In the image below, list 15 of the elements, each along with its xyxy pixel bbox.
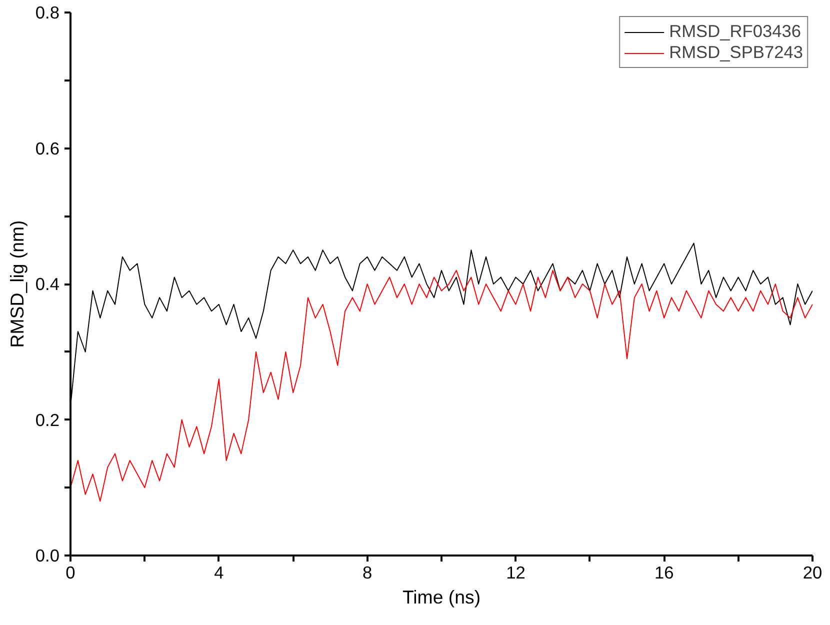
x-tick-label: 8 [362,562,372,582]
y-tick-label: 0.6 [35,138,60,158]
legend-label: RMSD_SPB7243 [669,42,803,63]
x-tick-label: 0 [66,562,76,582]
y-tick-label: 0.2 [35,410,60,430]
x-axis-title: Time (ns) [402,586,481,608]
legend-label: RMSD_RF03436 [669,21,802,42]
y-tick-label: 0.4 [35,274,60,294]
x-tick-label: 20 [802,562,822,582]
y-tick-label: 0.8 [35,2,60,22]
x-tick-label: 12 [506,562,526,582]
x-tick-label: 16 [654,562,674,582]
y-axis-title: RMSD_lig (nm) [6,220,28,348]
y-tick-label: 0.0 [35,546,60,566]
x-tick-label: 4 [214,562,224,582]
